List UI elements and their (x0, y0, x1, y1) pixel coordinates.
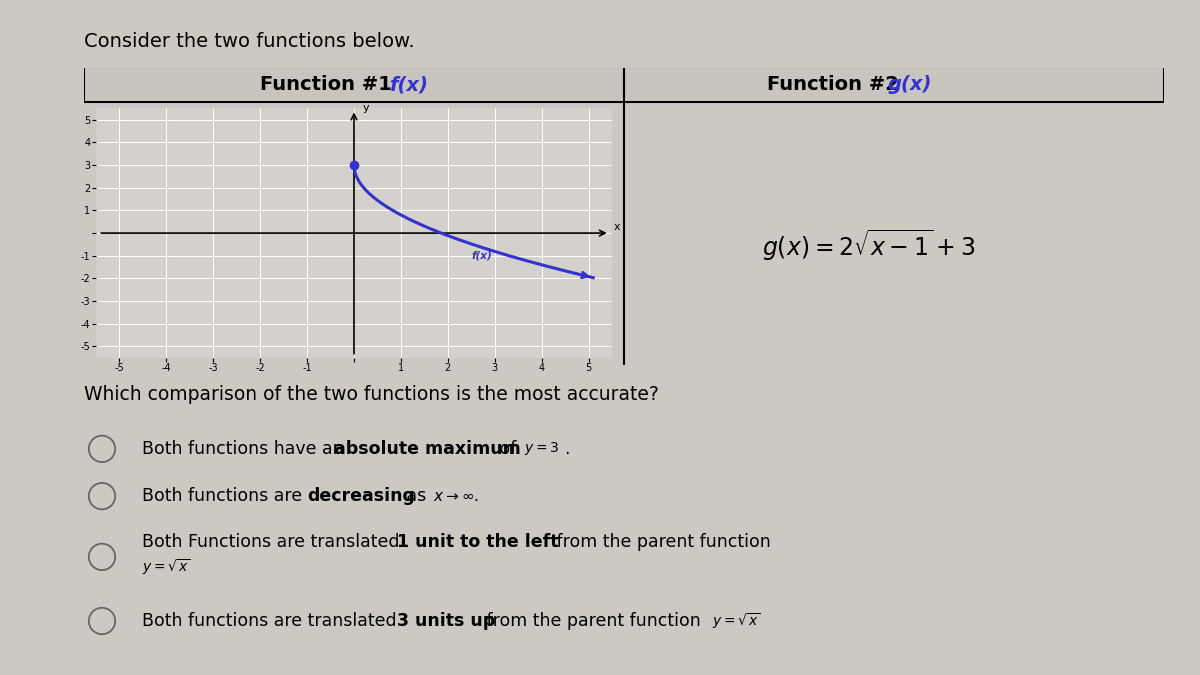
Text: g(x): g(x) (888, 75, 932, 94)
Text: as: as (401, 487, 432, 505)
Text: decreasing: decreasing (307, 487, 415, 505)
Text: Consider the two functions below.: Consider the two functions below. (84, 32, 415, 51)
Text: 3 units up: 3 units up (397, 612, 496, 630)
Text: of: of (494, 440, 522, 458)
Text: from the parent function: from the parent function (551, 533, 770, 551)
Text: f(x): f(x) (389, 75, 427, 94)
Bar (84, 68, 1164, 102)
Text: Both Functions are translated: Both Functions are translated (142, 533, 404, 551)
Text: Function #1: Function #1 (259, 75, 406, 94)
Text: Function #2: Function #2 (767, 75, 913, 94)
Text: Both functions have an: Both functions have an (142, 440, 349, 458)
Text: Which comparison of the two functions is the most accurate?: Which comparison of the two functions is… (84, 385, 659, 404)
Text: x: x (613, 222, 620, 232)
Text: $y= 3$: $y= 3$ (524, 440, 559, 458)
Text: f(x): f(x) (472, 250, 492, 260)
Text: 1 unit to the left: 1 unit to the left (397, 533, 559, 551)
Text: Both functions are: Both functions are (142, 487, 307, 505)
Text: .: . (564, 440, 570, 458)
Text: Both functions are translated: Both functions are translated (142, 612, 402, 630)
Text: $x \rightarrow \infty.$: $x \rightarrow \infty.$ (433, 489, 479, 504)
Text: absolute maximum: absolute maximum (334, 440, 521, 458)
Text: $g(x) = 2\sqrt{x-1}+3$: $g(x) = 2\sqrt{x-1}+3$ (762, 228, 974, 263)
Text: from the parent function: from the parent function (481, 612, 707, 630)
Text: $y = \sqrt{x}$: $y = \sqrt{x}$ (712, 611, 760, 631)
Text: $y = \sqrt{x}$: $y = \sqrt{x}$ (142, 557, 190, 577)
Text: y: y (362, 103, 370, 113)
